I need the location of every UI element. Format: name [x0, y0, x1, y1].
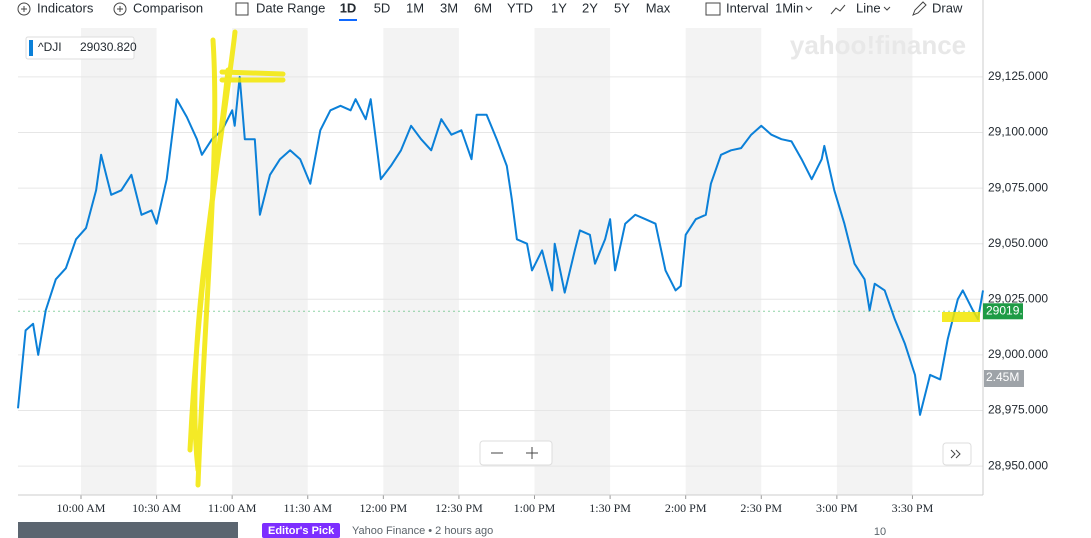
comparison-icon	[117, 6, 123, 12]
time-band	[685, 28, 762, 495]
annotation-scribble	[187, 29, 286, 488]
time-band	[836, 28, 913, 495]
range-button[interactable]: 5Y	[614, 0, 630, 15]
x-tick-label: 10:00 AM	[56, 501, 105, 515]
indicators-button[interactable]: Indicators	[37, 0, 94, 15]
indicators-icon	[17, 2, 31, 16]
y-tick-label: 29,100.000	[988, 125, 1048, 139]
range-button[interactable]: 5D	[374, 0, 391, 15]
comparison-icon	[113, 2, 127, 16]
comparison-button[interactable]: Comparison	[133, 0, 203, 15]
news-badge-text: Editor's Pick	[268, 525, 335, 537]
last-price-label: 29019.609	[986, 303, 1043, 317]
x-tick-label: 11:00 AM	[208, 501, 257, 515]
news-source: Yahoo Finance • 2 hours ago	[352, 525, 493, 537]
x-tick-label: 2:00 PM	[665, 501, 707, 515]
draw-icon	[912, 1, 927, 16]
chevron	[883, 6, 891, 11]
chart-type-button[interactable]: Line	[856, 0, 881, 15]
ticker-swatch	[29, 40, 33, 56]
price-line	[17, 75, 984, 416]
x-tick-label: 3:30 PM	[892, 501, 934, 515]
x-tick-label: 2:30 PM	[740, 501, 782, 515]
y-tick-label: 29,000.000	[988, 347, 1048, 361]
plot: 28,950.000 28,975.000 29,000.000 29,025.000…	[17, 0, 1048, 515]
last-price-tag	[983, 303, 1023, 320]
range-button[interactable]: Max	[646, 0, 671, 15]
news-badge	[262, 523, 340, 538]
news-count: 10	[874, 526, 886, 538]
x-tick-label: 1:30 PM	[589, 501, 631, 515]
range-buttons: 1D 5D 1M 3M 6M YTD 1Y 2Y 5Y Max	[339, 0, 671, 21]
ticker-symbol: ^DJI	[38, 40, 62, 54]
y-tick-label: 29,125.000	[988, 69, 1048, 83]
y-tick-label: 28,975.000	[988, 403, 1048, 417]
scroll-right[interactable]	[942, 442, 972, 466]
x-tick-label: 11:30 AM	[283, 501, 332, 515]
line-icon	[830, 4, 846, 15]
range-button[interactable]: 3M	[440, 0, 458, 15]
news-thumbnail[interactable]	[18, 522, 238, 538]
draw-button[interactable]: Draw	[932, 0, 963, 15]
annotation-highlight	[942, 312, 980, 322]
y-tick-label: 29,025.000	[988, 291, 1048, 305]
x-tick-label: 1:00 PM	[514, 501, 556, 515]
indicators-icon	[21, 6, 27, 12]
ticker-box	[25, 36, 135, 60]
interval-icon	[705, 2, 721, 16]
range-button[interactable]: 1M	[406, 0, 424, 15]
volume-tag	[984, 370, 1024, 387]
ticker-price: 29030.820	[80, 40, 137, 54]
y-tick-label: 29,075.000	[988, 180, 1048, 194]
interval-value[interactable]: 1Min	[775, 0, 803, 15]
zoom-controls	[479, 440, 553, 466]
time-band	[80, 28, 157, 495]
time-band	[232, 28, 308, 495]
toolbar: Indicators Comparison Date Range 1D 5D 1M 3…	[17, 0, 963, 21]
range-button[interactable]: 2Y	[582, 0, 598, 15]
x-tick-label: 12:30 PM	[435, 501, 483, 515]
x-tick-label: 12:00 PM	[359, 501, 407, 515]
range-button[interactable]: 6M	[474, 0, 492, 15]
zoom-in[interactable]	[526, 447, 538, 459]
time-band	[383, 28, 459, 495]
range-button[interactable]: 1Y	[551, 0, 567, 15]
y-tick-label: 29,050.000	[988, 236, 1048, 250]
date-range-button[interactable]: Date Range	[256, 0, 325, 15]
calendar-icon	[235, 2, 249, 16]
watermark: yahoo!finance	[790, 30, 966, 60]
volume-label: 2.45M	[986, 370, 1019, 384]
x-tick-label: 3:00 PM	[816, 501, 858, 515]
scroll-icon	[950, 449, 961, 459]
interval-button[interactable]: Interval	[726, 0, 769, 15]
range-underline	[339, 19, 357, 21]
x-tick-label: 10:30 AM	[132, 501, 181, 515]
chevron	[805, 6, 813, 11]
range-button[interactable]: 1D	[340, 0, 357, 15]
y-tick-label: 28,950.000	[988, 458, 1048, 472]
range-button[interactable]: YTD	[507, 0, 533, 15]
